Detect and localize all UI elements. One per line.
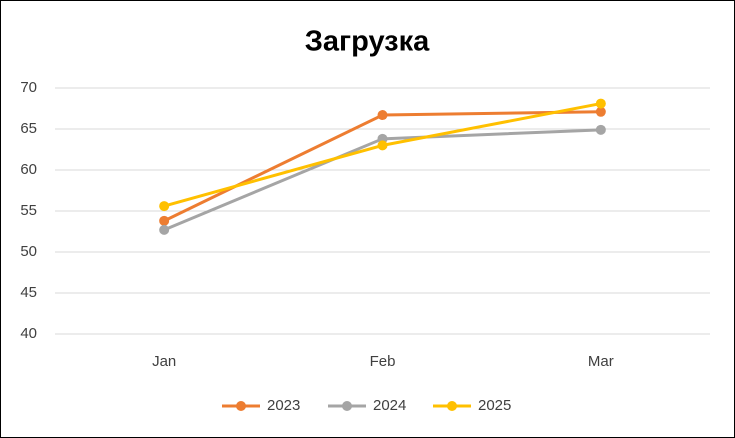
- y-tick-label: 65: [20, 120, 37, 137]
- legend-label: 2024: [373, 397, 406, 414]
- point-marker: [377, 110, 388, 121]
- point-marker: [159, 201, 170, 212]
- point-marker: [159, 215, 170, 226]
- chart-title: Загрузка: [305, 26, 430, 58]
- y-tick-label: 60: [20, 161, 37, 178]
- y-tick-label: 45: [20, 284, 37, 301]
- point-marker: [159, 224, 170, 235]
- legend-label: 2023: [267, 397, 300, 414]
- legend-marker: [236, 401, 246, 411]
- point-marker: [377, 140, 388, 151]
- point-marker: [595, 98, 606, 109]
- y-tick-label: 55: [20, 202, 37, 219]
- y-tick-label: 40: [20, 325, 37, 342]
- y-tick-label: 50: [20, 243, 37, 260]
- x-tick-label: Mar: [588, 353, 614, 370]
- x-tick-label: Jan: [152, 353, 176, 370]
- legend-marker: [342, 401, 352, 411]
- legend-label: 2025: [478, 397, 511, 414]
- point-marker: [595, 124, 606, 135]
- x-tick-label: Feb: [370, 353, 396, 370]
- point-marker: [595, 106, 606, 117]
- y-tick-label: 70: [20, 79, 37, 96]
- legend-marker: [447, 401, 457, 411]
